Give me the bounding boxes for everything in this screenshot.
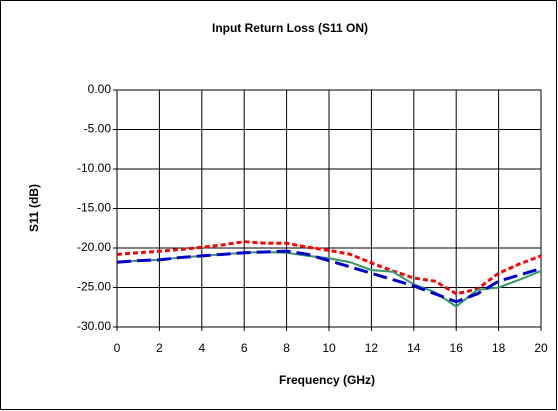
y-tick-label: -15.00	[77, 201, 111, 215]
series-line	[116, 249, 542, 304]
x-tick-label: 12	[365, 341, 379, 355]
x-tick-label: 2	[156, 341, 163, 355]
chart-title: Input Return Loss (S11 ON)	[212, 21, 368, 35]
x-tick-label: 8	[283, 341, 290, 355]
y-tick-label: -20.00	[77, 240, 111, 254]
y-tick-label: -30.00	[77, 319, 111, 333]
series-line	[116, 240, 542, 296]
x-tick-label: 18	[492, 341, 506, 355]
x-tick-label: 6	[241, 341, 248, 355]
y-tick-label: -10.00	[77, 161, 111, 175]
x-tick-label: 14	[407, 341, 421, 355]
x-axis-label: Frequency (GHz)	[279, 373, 375, 387]
x-tick-label: 16	[450, 341, 464, 355]
x-tick-label: 10	[322, 341, 336, 355]
x-tick-label: 0	[114, 341, 121, 355]
x-tick-label: 4	[198, 341, 205, 355]
y-axis-label: S11 (dB)	[27, 184, 41, 232]
y-tick-label: 0.00	[88, 82, 112, 96]
y-tick-label: -5.00	[84, 122, 112, 136]
plot-border	[116, 89, 542, 328]
y-tick-label: -25.00	[77, 280, 111, 294]
x-tick-label: 20	[534, 341, 548, 355]
